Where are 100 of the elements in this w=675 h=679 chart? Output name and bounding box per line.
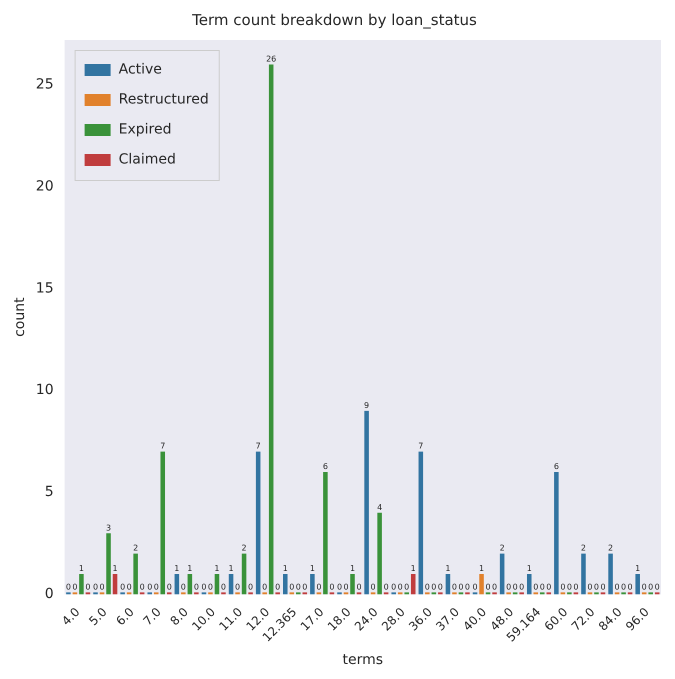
data-label: 2 — [242, 544, 247, 553]
data-label: 0 — [166, 582, 172, 592]
x-tick-label: 7.0 — [140, 604, 164, 628]
data-label: 0 — [438, 582, 443, 592]
data-label: 3 — [106, 523, 112, 532]
data-label: 7 — [160, 442, 166, 451]
y-tick-label: 10 — [36, 382, 54, 398]
data-label: 2 — [133, 544, 138, 553]
data-label: 0 — [594, 582, 600, 592]
y-tick-label: 5 — [44, 484, 54, 500]
data-label: 1 — [478, 564, 484, 574]
data-label: 1 — [174, 564, 180, 574]
legend-label: Active — [118, 62, 162, 78]
data-label: 0 — [66, 582, 71, 592]
data-label: 0 — [506, 582, 512, 592]
data-label: 0 — [220, 582, 226, 592]
data-label: 1 — [445, 564, 450, 574]
data-label: 0 — [384, 582, 389, 592]
y-tick-label: 15 — [36, 280, 54, 296]
y-tick-label: 25 — [36, 76, 54, 92]
y-axis-title: count — [12, 296, 28, 337]
data-label: 0 — [92, 582, 98, 592]
data-label: 0 — [464, 582, 470, 592]
data-label: 1 — [410, 564, 416, 574]
data-label: 2 — [500, 544, 505, 553]
data-label: 1 — [526, 564, 532, 574]
data-label: 0 — [370, 582, 376, 592]
data-label: 0 — [356, 582, 362, 592]
data-label: 9 — [364, 400, 370, 410]
data-label: 0 — [472, 582, 478, 592]
x-tick-label: 6.0 — [113, 604, 137, 628]
x-tick-label: 4.0 — [59, 604, 82, 628]
data-label: 0 — [492, 582, 498, 592]
data-label: 0 — [431, 582, 436, 592]
data-label: 0 — [296, 582, 301, 592]
data-label: 0 — [235, 582, 240, 592]
x-tick-label: 8.0 — [168, 604, 191, 628]
data-label: 6 — [554, 462, 559, 472]
x-axis-title: terms — [342, 652, 384, 668]
legend-label: Expired — [118, 122, 172, 138]
legend-label: Claimed — [118, 152, 176, 168]
x-tick-label: 5.0 — [86, 604, 110, 628]
data-label: 0 — [99, 582, 105, 592]
data-label: 0 — [642, 582, 647, 592]
data-label: 0 — [424, 582, 430, 592]
data-label: 2 — [608, 544, 614, 553]
data-label: 0 — [648, 582, 654, 592]
data-label: 0 — [404, 582, 410, 592]
data-label: 0 — [316, 582, 322, 592]
legend-label: Restructured — [118, 92, 209, 108]
data-label: 6 — [322, 462, 328, 472]
data-label: 7 — [418, 442, 424, 451]
data-label: 0 — [628, 582, 633, 592]
data-label: 0 — [621, 582, 626, 592]
data-label: 1 — [187, 564, 192, 574]
data-label: 0 — [343, 582, 349, 592]
data-label: 0 — [566, 582, 572, 592]
data-label: 0 — [147, 582, 152, 592]
data-label: 0 — [72, 582, 78, 592]
data-label: 1 — [78, 564, 84, 574]
data-label: 0 — [546, 582, 552, 592]
data-label: 0 — [289, 582, 294, 592]
data-label: 1 — [635, 564, 640, 574]
data-label: 7 — [256, 442, 261, 451]
chart-title: Term count breakdown by loan_status — [191, 10, 478, 29]
data-label: 0 — [154, 582, 159, 592]
data-label: 1 — [350, 564, 356, 574]
data-label: 0 — [208, 582, 214, 592]
data-label: 0 — [126, 582, 132, 592]
data-label: 0 — [275, 582, 280, 592]
data-label: 1 — [214, 564, 220, 574]
data-label: 0 — [654, 582, 660, 592]
data-label: 0 — [329, 582, 334, 592]
data-label: 0 — [262, 582, 268, 592]
data-label: 0 — [180, 582, 186, 592]
data-label: 0 — [391, 582, 396, 592]
data-label: 0 — [140, 582, 145, 592]
data-label: 0 — [587, 582, 593, 592]
data-label: 0 — [560, 582, 566, 592]
data-label: 0 — [614, 582, 620, 592]
data-label: 0 — [486, 582, 491, 592]
data-label: 0 — [85, 582, 90, 592]
data-label: 26 — [266, 54, 276, 64]
data-label: 0 — [573, 582, 578, 592]
data-label: 0 — [201, 582, 206, 592]
data-label: 0 — [458, 582, 464, 592]
data-label: 0 — [519, 582, 524, 592]
data-label: 0 — [533, 582, 538, 592]
data-label: 0 — [120, 582, 126, 592]
data-label: 0 — [600, 582, 606, 592]
data-label: 0 — [540, 582, 545, 592]
data-label: 0 — [194, 582, 199, 592]
data-label: 1 — [282, 564, 288, 574]
data-label: 1 — [228, 564, 234, 574]
y-tick-label: 20 — [36, 178, 54, 194]
data-label: 0 — [302, 582, 308, 592]
data-label: 1 — [310, 564, 315, 574]
data-label: 0 — [398, 582, 403, 592]
data-label: 0 — [512, 582, 518, 592]
y-tick-label: 0 — [44, 586, 54, 602]
